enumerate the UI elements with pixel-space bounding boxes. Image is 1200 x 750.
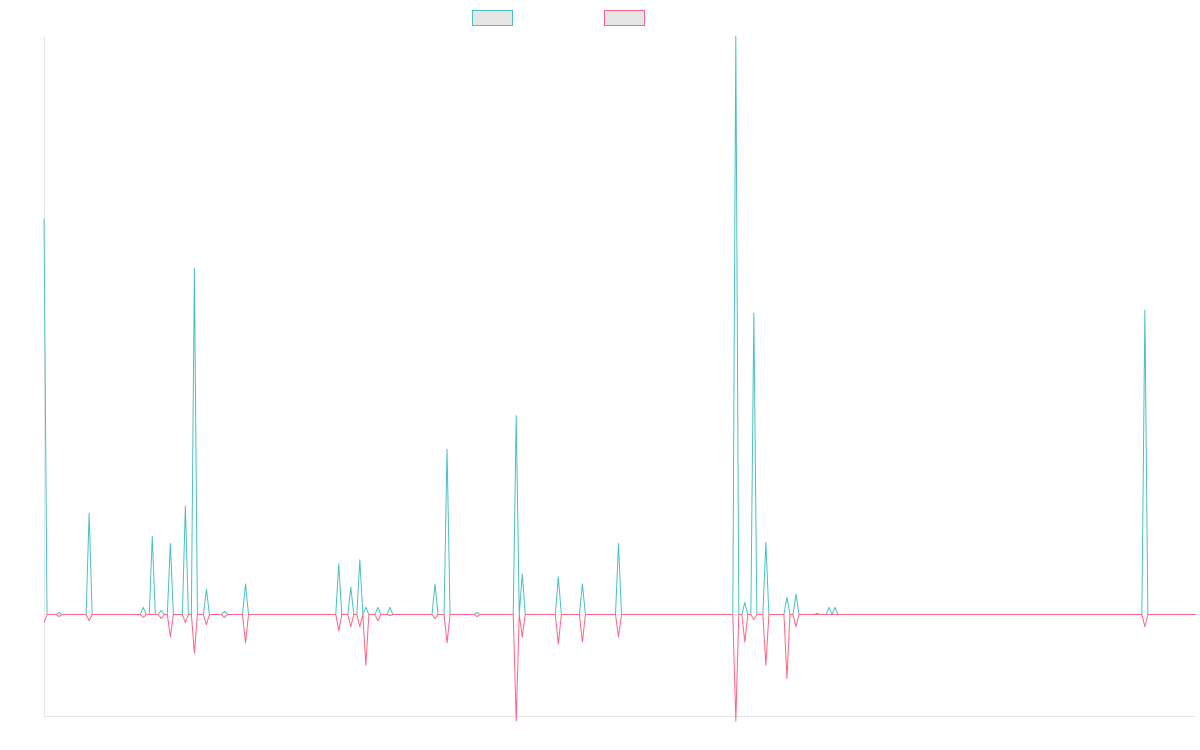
legend-swatch-1[interactable] <box>472 10 513 26</box>
legend[interactable] <box>472 10 645 26</box>
series-line-1 <box>43 35 1196 616</box>
series-line-2 <box>43 614 1196 722</box>
series-layer <box>43 35 1196 722</box>
legend-swatch-2[interactable] <box>604 10 645 26</box>
